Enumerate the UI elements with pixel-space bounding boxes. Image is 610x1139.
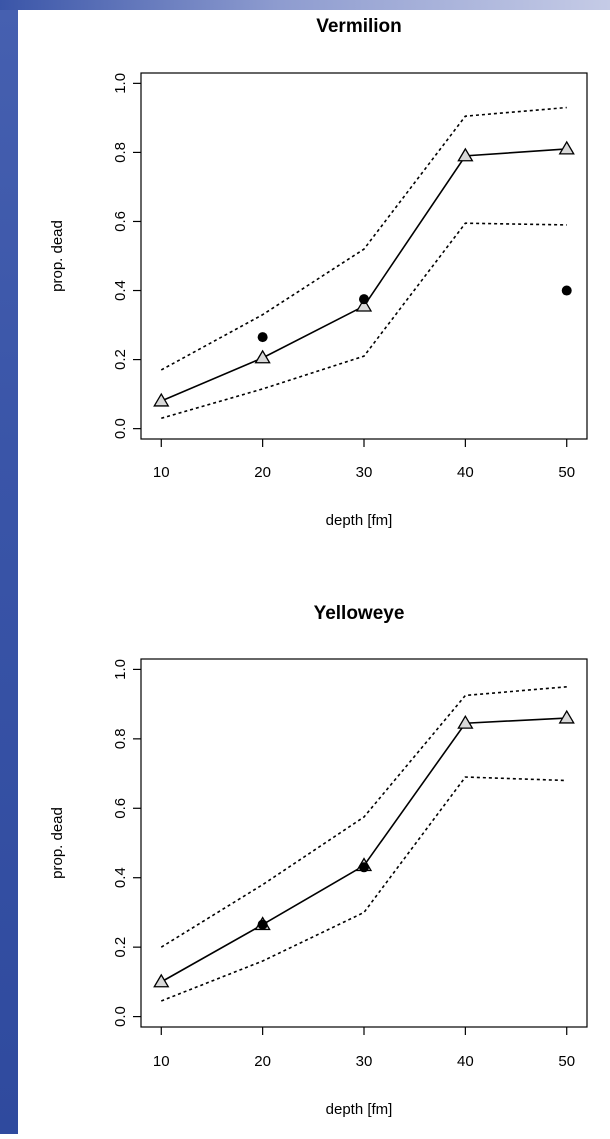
ci-bound-line bbox=[160, 776, 567, 1002]
x-tick-label: 40 bbox=[457, 1053, 474, 1070]
y-tick-label: 0.6 bbox=[112, 798, 129, 819]
observed-point bbox=[561, 285, 572, 296]
plot-frame bbox=[140, 72, 588, 440]
figure-svg: Vermilion 0.00.20.40.60.81.0 10 20 30 40 50 … bbox=[49, 16, 588, 1118]
y-tick-label: 1.0 bbox=[112, 659, 129, 680]
y-tick-label: 0.2 bbox=[112, 937, 129, 958]
plot-frame bbox=[140, 658, 588, 1028]
fitted-point-triangle bbox=[153, 392, 170, 407]
y-tick-label: 1.0 bbox=[112, 73, 129, 94]
slide-top-background-strip bbox=[0, 0, 610, 10]
x-tick-label: 10 bbox=[153, 464, 170, 481]
panel-vermilion: Vermilion 0.00.20.40.60.81.0 10 20 30 40 50 … bbox=[49, 16, 588, 529]
y-tick-label: 0.6 bbox=[112, 211, 129, 232]
observed-point bbox=[359, 862, 369, 873]
y-tick-label: 0.4 bbox=[112, 867, 129, 888]
panel-yelloweye: Yelloweye 0.00.20.40.60.81.0 10 20 30 40 50 … bbox=[49, 603, 588, 1118]
y-tick-label: 0.4 bbox=[112, 280, 129, 301]
y-tick-label: 0.8 bbox=[112, 142, 129, 163]
x-tick-label: 40 bbox=[457, 464, 474, 481]
slide-left-background-strip bbox=[0, 0, 18, 1134]
y-tick-labels: 0.0 0.2 0.4 0.6 0.8 1.0 bbox=[112, 73, 141, 439]
x-axis-label: depth [fm] bbox=[326, 512, 393, 529]
y-tick-label: 0.8 bbox=[112, 728, 129, 749]
fitted-point-triangle bbox=[153, 973, 170, 988]
y-tick-labels: 0.0 0.2 0.4 0.6 0.8 1.0 bbox=[112, 659, 141, 1027]
x-tick-label: 30 bbox=[356, 464, 373, 481]
x-tick-label: 50 bbox=[558, 1053, 575, 1070]
ci-bound-line bbox=[160, 685, 567, 948]
fitted-line bbox=[160, 717, 567, 983]
ci-bound-line bbox=[160, 106, 567, 371]
chart-title: Vermilion bbox=[316, 16, 402, 37]
fitted-line bbox=[160, 148, 567, 402]
ci-bound-line bbox=[161, 222, 567, 420]
y-tick-label: 0.0 bbox=[112, 418, 129, 439]
fitted-point-triangle bbox=[558, 140, 575, 155]
x-tick-label: 50 bbox=[558, 464, 575, 481]
observed-point bbox=[359, 294, 369, 305]
fitted-point-triangle bbox=[457, 147, 474, 162]
x-tick-labels: 10 20 30 40 50 bbox=[153, 439, 575, 481]
fitted-point-triangle bbox=[558, 709, 575, 724]
chart-title: Yelloweye bbox=[314, 603, 405, 624]
series-layer bbox=[153, 106, 575, 420]
series-layer bbox=[153, 685, 575, 1002]
y-tick-label: 0.2 bbox=[112, 349, 129, 370]
x-tick-labels: 10 20 30 40 50 bbox=[153, 1027, 575, 1070]
x-tick-label: 30 bbox=[356, 1053, 373, 1070]
x-tick-label: 20 bbox=[254, 1053, 271, 1070]
observed-point bbox=[257, 332, 268, 343]
y-axis-label: prop. dead bbox=[49, 807, 66, 879]
observed-point bbox=[257, 919, 268, 930]
fitted-point-triangle bbox=[254, 349, 271, 364]
fitted-point-triangle bbox=[457, 714, 474, 729]
y-axis-label: prop. dead bbox=[49, 220, 66, 292]
plot-area: Vermilion 0.0 0.2 0.4 0.6 0.8 1.0 10 20 30 40 50 … bbox=[18, 10, 610, 1134]
y-tick-label: 0.0 bbox=[112, 1006, 129, 1027]
x-axis-label: depth [fm] bbox=[326, 1101, 393, 1118]
x-tick-label: 10 bbox=[153, 1053, 170, 1070]
fitted-point-triangle bbox=[355, 297, 373, 312]
x-tick-label: 20 bbox=[254, 464, 271, 481]
